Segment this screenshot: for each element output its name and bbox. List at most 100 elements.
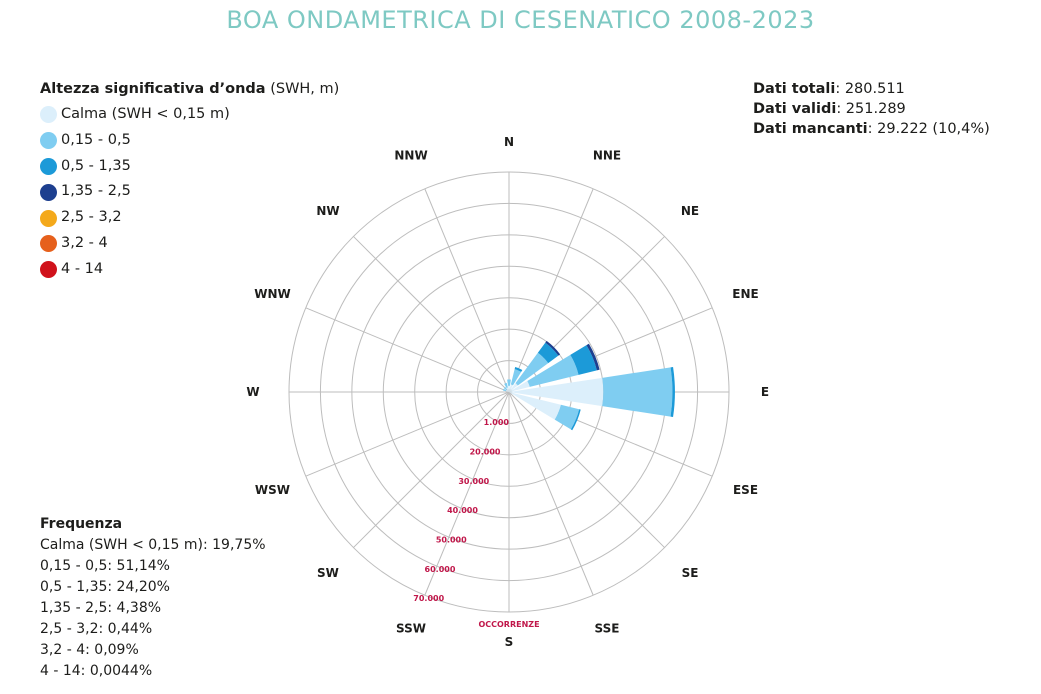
legend-item-2-5-3-2: 2,5 - 3,2 [40,205,339,231]
rose-segment-nne [509,384,514,392]
total-data-value: : 280.511 [835,81,905,97]
legend-label: 1,35 - 2,5 [61,183,131,200]
rose-segment-wnw [505,390,509,392]
direction-label-s: S [505,635,514,649]
rose-segment-nw [503,386,508,391]
data-totals: Dati totali: 280.511 Dati validi: 251.28… [753,79,990,139]
frequency-line: 3,2 - 4: 0,09% [40,642,139,658]
grid-spoke [508,391,594,596]
ring-label: 1.000 [484,418,510,427]
direction-label-w: W [246,385,259,399]
ring-label: 40.000 [447,506,478,515]
direction-label-n: N [504,135,514,149]
legend-swatch [40,209,57,227]
frequency-line: 4 - 14: 0,0044% [40,663,153,679]
polar-grid [288,171,730,613]
rose-segment-n [508,385,510,392]
legend-item-4-14: 4 - 14 [40,257,339,283]
rose-segment-e [602,367,673,417]
legend-item-0-15-0-5: 0,15 - 0,5 [40,128,339,154]
missing-data-value: : 29.222 (10,4%) [867,121,990,137]
direction-label-sw: SW [317,566,339,580]
rose-segment-nw [506,389,509,392]
missing-data-label: Dati mancanti [753,121,868,137]
legend-title-main: Altezza significativa d’onda [40,81,266,97]
grid-spoke [508,188,594,393]
valid-data-label: Dati validi [753,101,837,117]
rose-segment-ene [586,343,600,371]
rose-segment-nnw [506,387,509,392]
missing-data: Dati mancanti: 29.222 (10,4%) [753,119,990,139]
legend-swatch [40,106,57,124]
legend-swatch [40,183,57,201]
direction-label-ne: NE [681,204,699,218]
legend-title-unit: (SWH, m) [265,81,340,97]
rose-segment-wnw [502,388,507,392]
grid-spoke [424,391,510,596]
legend-swatch [40,132,57,150]
rose-segment-nne [514,366,523,372]
direction-label-nne: NNE [593,148,621,162]
ring-label: 30.000 [458,477,489,486]
ring-label: 70.000 [413,594,444,603]
frequency-line: 0,15 - 0,5: 51,14% [40,558,170,574]
legend: Altezza significativa d’onda (SWH, m) Ca… [40,80,339,283]
legend-label: 0,15 - 0,5 [61,131,131,148]
direction-label-wnw: WNW [254,287,291,301]
frequency-title: Frequenza [40,516,123,532]
rose-segment-ese [509,392,561,420]
direction-labels: N NNE NE ENE E ESE SE SSE S SSW SW WSW W WNW NW NNW [246,135,769,649]
axis-label: OCCORRENZE [478,620,539,629]
legend-title: Altezza significativa d’onda (SWH, m) [40,80,339,98]
total-data: Dati totali: 280.511 [753,79,990,99]
legend-item-1-35-2-5: 1,35 - 2,5 [40,179,339,205]
legend-label: Calma (SWH < 0,15 m) [61,106,230,122]
rose-segment-ese [570,409,581,431]
legend-label: 3,2 - 4 [61,234,108,251]
direction-label-ese: ESE [733,483,758,497]
legend-swatch [40,261,57,279]
grid-spoke [508,391,665,548]
rose-segment-ne [515,352,549,386]
rose-segment-ene [527,354,579,387]
legend-item-calma: Calma (SWH < 0,15 m) [40,102,339,128]
direction-label-sse: SSE [594,622,619,636]
legend-label: 0,5 - 1,35 [61,157,131,174]
frequency-line: 0,5 - 1,35: 24,20% [40,579,170,595]
ring-label: 20.000 [470,447,501,456]
rose-segment-nne [510,369,522,386]
chart-title: BOA ONDAMETRICA DI CESENATICO 2008-2023 [226,6,815,34]
grid-spoke [305,307,510,393]
rose-segment-nnw [504,382,508,388]
legend-swatch [40,157,57,175]
direction-label-se: SE [682,566,699,580]
legend-label: 4 - 14 [61,260,104,277]
grid-spoke [424,188,510,393]
rose-bars [502,340,675,431]
grid-spoke [305,391,510,477]
valid-data: Dati validi: 251.289 [753,99,990,119]
ring-labels: 1.000 20.000 30.000 40.000 50.000 60.000 70.00… [413,418,509,603]
rose-segment-ne [545,340,561,356]
valid-data-value: : 251.289 [836,101,906,117]
direction-label-ene: ENE [732,287,758,301]
rose-segment-ene [509,380,530,392]
frequency-line: 1,35 - 2,5: 4,38% [40,600,162,616]
legend-label: 2,5 - 3,2 [61,209,122,226]
rose-segment-ene [570,345,597,375]
frequency-line: Calma (SWH < 0,15 m): 19,75% [40,537,266,553]
direction-label-wsw: WSW [255,483,290,497]
grid-spoke [353,236,510,393]
rose-segment-n [507,379,511,386]
ring-label: 50.000 [436,535,467,544]
rose-segment-e [509,377,604,407]
total-data-label: Dati totali [753,81,836,97]
rose-segment-ese [554,404,580,430]
rose-segment-ne [537,342,559,364]
rose-segment-ne [509,383,518,392]
legend-swatch [40,235,57,253]
frequency-line: 2,5 - 3,2: 0,44% [40,621,153,637]
direction-label-ssw: SSW [396,622,426,636]
rose-segment-e [670,367,675,417]
